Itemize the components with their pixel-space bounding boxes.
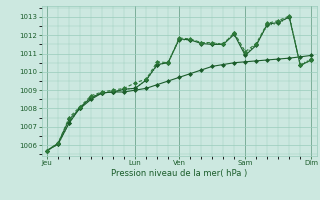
X-axis label: Pression niveau de la mer( hPa ): Pression niveau de la mer( hPa )	[111, 169, 247, 178]
